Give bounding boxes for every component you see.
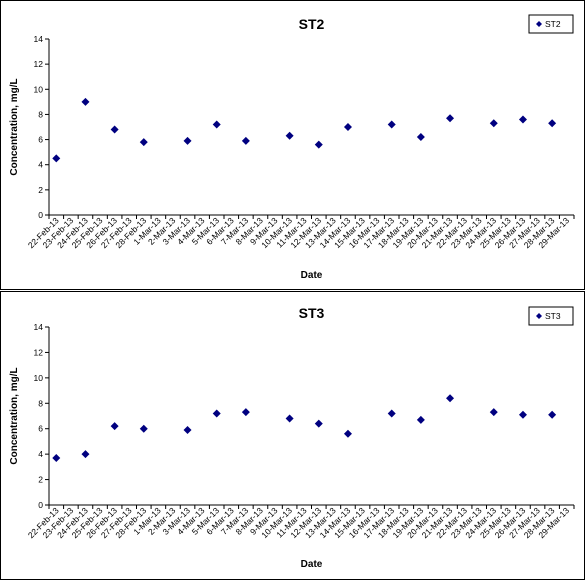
legend-box bbox=[528, 14, 574, 34]
y-axis-label: Concentration, mg/L bbox=[9, 367, 20, 464]
data-point-26-mar-13 bbox=[518, 115, 527, 124]
data-point-5-mar-13 bbox=[212, 409, 221, 418]
y-axis-label: Concentration, mg/L bbox=[9, 78, 20, 175]
data-point-3-mar-13 bbox=[183, 425, 192, 434]
data-point-17-mar-13 bbox=[387, 409, 396, 418]
data-point-26-feb-13 bbox=[110, 125, 119, 134]
data-point-21-mar-13 bbox=[446, 394, 455, 403]
data-point-12-mar-13 bbox=[314, 140, 323, 149]
data-point-10-mar-13 bbox=[285, 131, 294, 140]
y-tick-label: 14 bbox=[34, 34, 44, 44]
y-tick-label: 0 bbox=[38, 210, 43, 220]
chart-title: ST3 bbox=[299, 305, 325, 321]
x-axis-label: Date bbox=[301, 270, 323, 281]
data-point-22-feb-13 bbox=[52, 453, 61, 462]
data-point-19-mar-13 bbox=[416, 415, 425, 424]
data-point-14-mar-13 bbox=[343, 429, 352, 438]
data-point-3-mar-13 bbox=[183, 136, 192, 145]
data-point-21-mar-13 bbox=[446, 114, 455, 123]
data-point-12-mar-13 bbox=[314, 419, 323, 428]
chart-panel-st3: ST3 0 2 4 6 8 10 12 14 22-Feb-13 23-Feb-13 24-Feb-1… bbox=[0, 291, 585, 580]
legend-label: ST2 bbox=[545, 19, 561, 29]
y-tick-label: 10 bbox=[34, 84, 44, 94]
chart-panel-st2: ST2 0 2 4 6 8 10 12 14 22-Feb-13 23-Feb-13 24-Feb-1… bbox=[0, 0, 585, 290]
scatter-chart-st3: ST30246810121422-Feb-1323-Feb-1324-Feb-1… bbox=[9, 305, 575, 570]
x-axis-label: Date bbox=[301, 559, 323, 570]
y-tick-label: 0 bbox=[38, 500, 43, 510]
data-point-10-mar-13 bbox=[285, 414, 294, 423]
data-point-7-mar-13 bbox=[241, 408, 250, 417]
legend-box bbox=[528, 306, 574, 326]
y-tick-label: 14 bbox=[34, 322, 44, 332]
legend-marker bbox=[536, 21, 542, 27]
y-tick-label: 12 bbox=[34, 59, 44, 69]
data-point-24-mar-13 bbox=[489, 408, 498, 417]
data-point-7-mar-13 bbox=[241, 136, 250, 145]
y-tick-label: 8 bbox=[38, 109, 43, 119]
data-point-14-mar-13 bbox=[343, 123, 352, 131]
y-tick-label: 4 bbox=[38, 160, 43, 170]
y-tick-label: 4 bbox=[38, 449, 43, 459]
y-tick-label: 6 bbox=[38, 135, 43, 145]
chart-title: ST2 bbox=[299, 16, 325, 32]
legend: ST3 bbox=[528, 306, 574, 326]
legend: ST2 bbox=[528, 14, 574, 34]
data-point-26-feb-13 bbox=[110, 422, 119, 431]
data-point-19-mar-13 bbox=[416, 133, 425, 142]
data-point-26-mar-13 bbox=[518, 410, 527, 419]
legend-label: ST3 bbox=[545, 311, 561, 321]
scatter-chart-st2: ST20246810121422-Feb-1323-Feb-1324-Feb-1… bbox=[9, 14, 575, 281]
y-tick-label: 10 bbox=[34, 373, 44, 383]
legend-marker bbox=[536, 313, 542, 319]
data-point-17-mar-13 bbox=[387, 120, 396, 129]
data-point-22-feb-13 bbox=[52, 154, 61, 163]
data-point-28-mar-13 bbox=[548, 119, 557, 128]
y-tick-label: 2 bbox=[38, 475, 43, 485]
data-point-5-mar-13 bbox=[212, 120, 221, 129]
data-point-24-feb-13 bbox=[81, 97, 90, 106]
data-point-28-feb-13 bbox=[139, 138, 148, 147]
y-tick-label: 6 bbox=[38, 424, 43, 434]
data-point-28-feb-13 bbox=[139, 424, 148, 433]
y-tick-label: 12 bbox=[34, 347, 44, 357]
y-tick-label: 2 bbox=[38, 185, 43, 195]
data-point-24-feb-13 bbox=[81, 450, 90, 459]
y-tick-label: 8 bbox=[38, 398, 43, 408]
data-point-24-mar-13 bbox=[489, 119, 498, 128]
data-point-28-mar-13 bbox=[548, 410, 557, 419]
